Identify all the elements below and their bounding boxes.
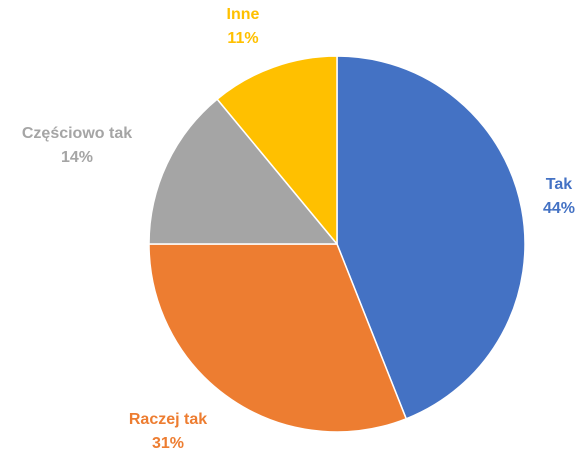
pie-labels: Tak 44% Raczej tak 31% Częściowo tak 14% Inne 1… [22, 6, 575, 452]
pie-slice-raczej-tak [148, 243, 407, 433]
slice-label-percent: 31% [152, 435, 184, 452]
pie-slice-tak [336, 55, 526, 420]
slice-label-percent: 14% [61, 149, 93, 166]
pie-slices [148, 55, 526, 433]
slice-label: Tak 44% [543, 176, 575, 217]
slice-label-percent: 44% [543, 200, 575, 217]
slice-label-category: Raczej tak [129, 411, 207, 428]
slice-label: Raczej tak 31% [129, 411, 207, 452]
slice-label: Częściowo tak 14% [22, 125, 132, 166]
slice-label-category: Inne [227, 6, 260, 23]
slice-label-percent: 11% [227, 30, 258, 47]
slice-label-category: Częściowo tak [22, 125, 132, 142]
slice-label-category: Tak [546, 176, 572, 193]
pie-slice-inne [216, 55, 338, 245]
slice-label: Inne 11% [227, 6, 260, 47]
pie-slice-częściowo-tak [148, 98, 338, 245]
